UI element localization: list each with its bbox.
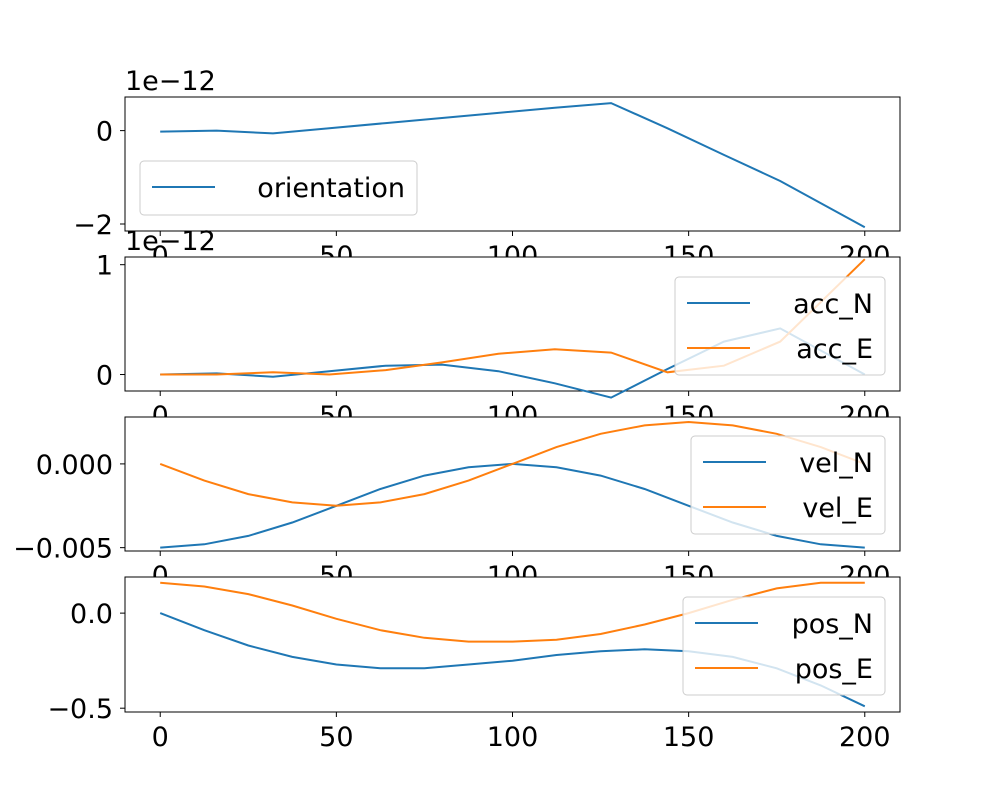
y-tick-label: −0.005 [13,534,113,565]
subplot-4: 0 50 100 150 200 0.0 −0.5 pos_N pos_E [47,576,901,753]
legend-label: vel_N [799,448,873,479]
legend: pos_N pos_E [682,596,886,696]
x-tick-label: 200 [839,722,891,753]
series-line-pos-E [160,581,865,643]
y-tick-label: 0 [96,361,113,392]
legend-label: pos_N [792,609,873,640]
y-tick-label: −2 [73,210,113,241]
x-tick-label: 150 [663,722,715,753]
legend: orientation [139,160,418,216]
legend-label: vel_E [802,493,873,524]
y-offset-label: 1e−12 [125,66,216,97]
x-tick-label: 0 [152,722,169,753]
x-tick-label: 100 [487,722,539,753]
x-tick-label: 50 [319,722,353,753]
y-tick-label: 0.0 [70,599,113,630]
series-line-vel-E [159,420,866,507]
legend-label: acc_E [796,334,873,365]
legend-frame [139,160,418,216]
y-tick-label: 0 [96,117,113,148]
y-offset-label: 1e−12 [125,226,216,257]
legend: vel_N vel_E [690,435,886,535]
legend-frame [690,435,886,535]
legend-frame [674,276,886,376]
y-tick-label: 1 [96,251,113,282]
legend: acc_N acc_E [674,276,886,376]
legend-frame [682,596,886,696]
y-tick-label: −0.5 [47,694,113,725]
y-tick-label: 0.000 [36,450,113,481]
legend-label: acc_N [793,289,873,320]
legend-label: pos_E [795,654,873,685]
series-line-orientation [160,102,866,229]
legend-label: orientation [257,173,405,204]
